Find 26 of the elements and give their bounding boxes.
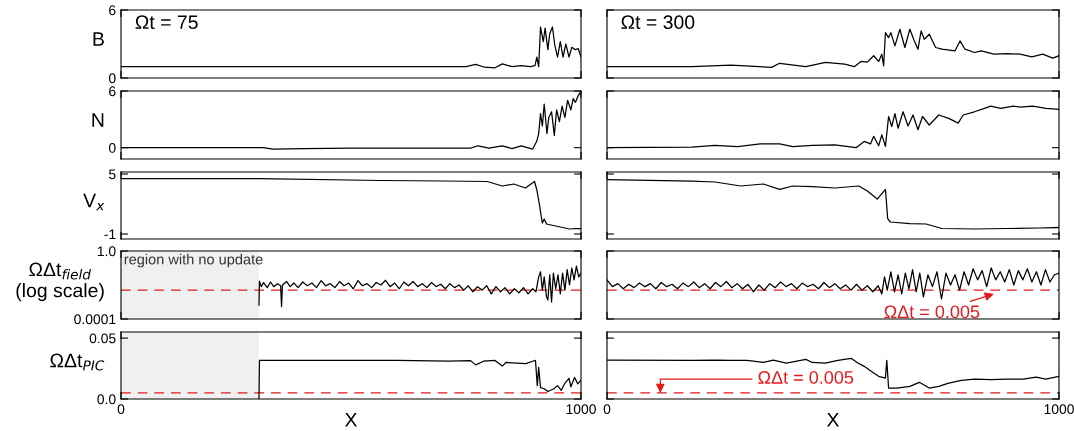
y-tick-label: 6: [109, 5, 116, 16]
y-axis-title: ΩΔt$_{PIC}$: [50, 353, 105, 371]
y-tick-label: 6: [109, 86, 116, 97]
y-tick-label: 0.0: [97, 394, 116, 405]
x-tick-label: 0: [603, 404, 611, 415]
y-axis-title: V$_{x}$: [83, 193, 105, 211]
x-tick-label: 1000: [1044, 404, 1074, 415]
y-axis-title: B: [93, 32, 104, 46]
x-tick-label: 0: [117, 404, 125, 415]
x-axis-title: X: [826, 413, 840, 427]
annotation: Ωt = 75: [135, 15, 198, 30]
y-axis-title: N: [92, 113, 104, 127]
y-tick-label: 0: [108, 73, 116, 84]
band-label: region with no update: [124, 253, 263, 268]
y-tick-label: 5: [108, 169, 116, 180]
annotation: ΩΔt = 0.005: [884, 305, 980, 319]
x-axis-title: X: [344, 413, 358, 427]
y-tick-label: 1.0: [97, 246, 116, 257]
y-tick-label: 0: [108, 143, 116, 153]
y-axis-title: ΩΔt$_{field}$ (log scale): [16, 262, 104, 302]
annotation: Ωt = 300: [621, 15, 695, 30]
y-tick-label: -1: [104, 229, 116, 240]
x-tick-label: 1000: [566, 404, 596, 415]
y-tick-label: 0.05: [89, 333, 116, 344]
annotation: ΩΔt = 0.005: [758, 371, 854, 384]
y-tick-label: 0.0001: [74, 314, 116, 325]
